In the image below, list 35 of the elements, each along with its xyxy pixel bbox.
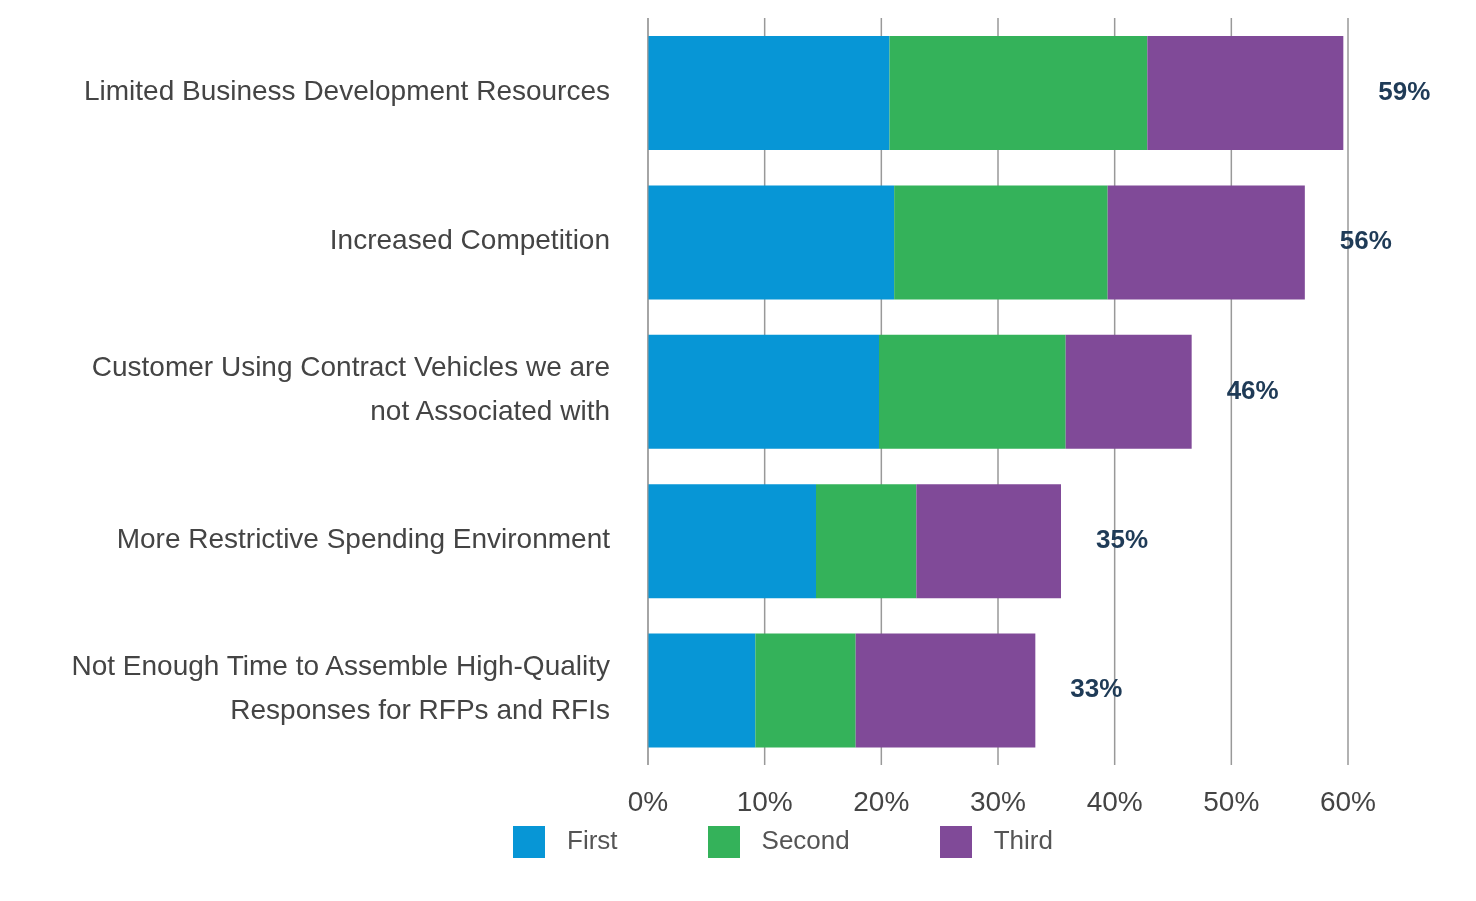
bar — [755, 633, 856, 748]
bar — [1065, 334, 1192, 449]
legend-label: First — [567, 824, 618, 855]
x-tick-label: 10% — [736, 785, 793, 817]
bar — [879, 334, 1066, 449]
legend-label: Second — [761, 824, 850, 855]
bar — [889, 36, 1148, 150]
bar — [816, 484, 917, 599]
y-tick-label: Limited Business Development Resources — [83, 75, 610, 107]
x-tick-label: 20% — [853, 785, 910, 817]
bar — [648, 36, 890, 150]
bar — [894, 185, 1108, 300]
y-tick-label: Not Enough Time to Assemble High-Quality Responses for RFPs and RFIs — [71, 650, 610, 726]
bar — [648, 484, 816, 599]
bar — [1107, 185, 1305, 300]
bar — [648, 633, 756, 748]
x-tick-label: 50% — [1203, 785, 1260, 817]
bar — [648, 185, 895, 300]
total-label: 35% — [1096, 524, 1149, 554]
bar — [916, 484, 1061, 599]
total-label: 56% — [1339, 225, 1392, 256]
legend-label: Third — [993, 824, 1053, 855]
total-label: 46% — [1226, 374, 1279, 405]
x-tick-label: 0% — [627, 785, 669, 817]
total-label: 59% — [1378, 75, 1431, 106]
x-tick-label: 60% — [1319, 785, 1377, 817]
total-label: 33% — [1070, 673, 1123, 704]
x-tick-label: 40% — [1086, 785, 1143, 817]
bar — [855, 633, 1036, 748]
bar — [648, 334, 879, 449]
bar — [1147, 36, 1344, 150]
y-tick-label: Increased Competition — [329, 224, 610, 256]
y-tick-label: More Restrictive Spending Environment — [116, 523, 611, 555]
y-tick-label: Customer Using Contract Vehicles we are not Associated with — [91, 351, 610, 427]
x-tick-label: 30% — [969, 785, 1027, 817]
